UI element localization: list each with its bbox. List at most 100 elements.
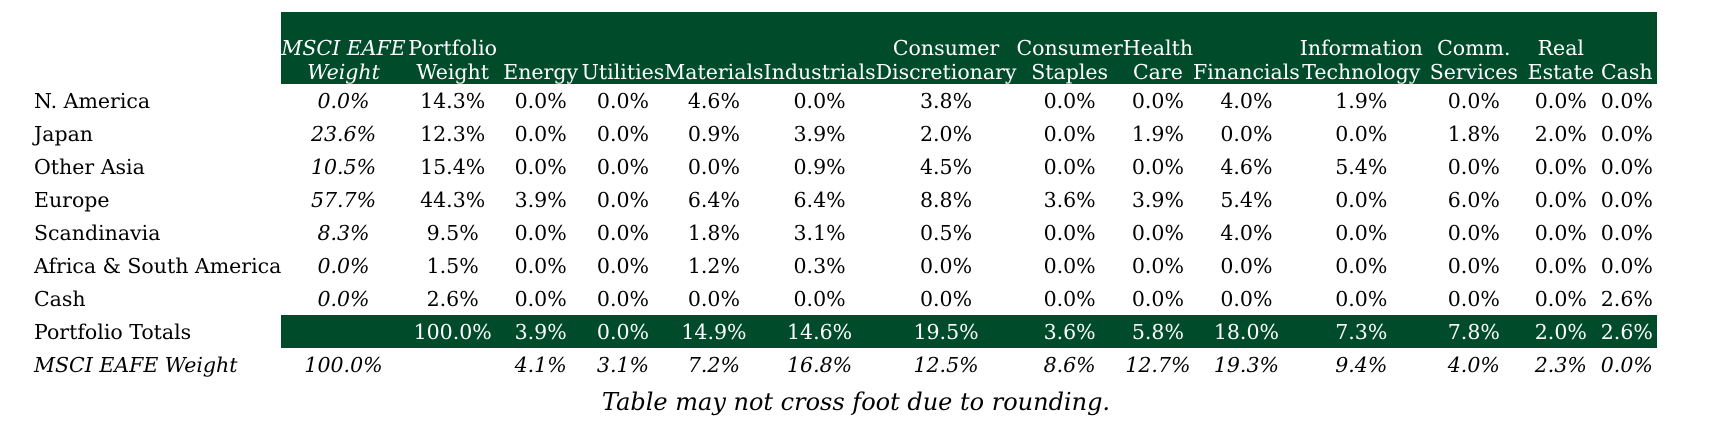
table-cell: 0.0% <box>514 121 567 146</box>
table-cell: 0.0% <box>1600 154 1653 179</box>
table-cell: 0.0% <box>514 286 567 311</box>
table-cell: 6.0% <box>1447 187 1500 212</box>
table-cell: 0.0% <box>596 253 650 278</box>
row-label: Portfolio Totals <box>28 315 282 348</box>
table-cell: 4.6% <box>1220 154 1273 179</box>
column-header: Information Technology <box>1299 12 1423 84</box>
column-header-line: Care <box>1132 60 1183 84</box>
table-cell: 0.5% <box>919 220 973 245</box>
table-cell: 3.1% <box>793 220 846 245</box>
column-header: Financials <box>1193 12 1300 84</box>
table-cell: 14.3% <box>420 88 486 113</box>
column-header: Health Care <box>1122 12 1194 84</box>
table-row: MSCI EAFE Weight 100.0% 4.1% 3.1% 7.2% 16.8% 1… <box>28 348 1657 381</box>
table-cell: 8.6% <box>1043 352 1096 377</box>
table-cell: 5.8% <box>1122 315 1194 348</box>
table-cell: 14.6% <box>763 315 876 348</box>
table-cell: 57.7% <box>310 187 377 212</box>
table-cell: 1.2% <box>687 253 740 278</box>
table-cell: 2.0% <box>1534 121 1587 146</box>
column-header-line: Services <box>1429 60 1518 84</box>
table-cell: 3.6% <box>1043 187 1096 212</box>
column-header-line: Cash <box>1600 60 1653 84</box>
table-cell: 0.0% <box>687 154 740 179</box>
table-cell: 4.1% <box>514 352 567 377</box>
column-header-line: Materials <box>664 60 764 84</box>
column-header-line: Information <box>1299 36 1423 60</box>
row-label: N. America <box>34 88 151 113</box>
table-cell: 0.0% <box>581 315 665 348</box>
table-cell: 2.0% <box>919 121 973 146</box>
table-cell: 16.8% <box>787 352 853 377</box>
table-cell: 0.0% <box>1534 187 1587 212</box>
table-cell: 0.0% <box>793 88 846 113</box>
table-cell: 23.6% <box>310 121 377 146</box>
table-cell: 15.4% <box>420 154 486 179</box>
table-row: Africa & South America 0.0% 1.5% 0.0% 0.0% 1.… <box>28 249 1657 282</box>
table-cell: 4.5% <box>919 154 973 179</box>
table-cell: 3.8% <box>919 88 973 113</box>
header-corner-cell <box>28 12 281 84</box>
table-cell: 0.0% <box>514 253 567 278</box>
table-cell: 12.5% <box>913 352 979 377</box>
row-label: Africa & South America <box>34 253 282 278</box>
table-cell: 2.0% <box>1524 315 1597 348</box>
table-cell: 4.0% <box>1220 88 1273 113</box>
table-cell: 0.0% <box>596 187 650 212</box>
table-cell: 0.0% <box>1534 154 1587 179</box>
row-label: Cash <box>34 286 86 311</box>
table-cell: 9.5% <box>426 220 479 245</box>
table-cell: 18.0% <box>1193 315 1300 348</box>
table-cell: 0.0% <box>1600 88 1653 113</box>
table-cell: 0.0% <box>317 286 370 311</box>
table-cell: 0.0% <box>1534 286 1587 311</box>
table-cell: 8.8% <box>919 187 973 212</box>
table-cell: 12.3% <box>420 121 486 146</box>
column-header-line: Weight <box>307 60 380 84</box>
table-cell: 1.8% <box>687 220 740 245</box>
table-cell: 12.7% <box>1125 352 1191 377</box>
table-cell: 10.5% <box>310 154 377 179</box>
table-cell: 2.6% <box>1600 286 1653 311</box>
column-header: Consumer Staples <box>1016 12 1123 84</box>
table-cell: 0.0% <box>596 286 650 311</box>
table-cell: 0.0% <box>317 88 370 113</box>
table-cell: 0.0% <box>793 286 846 311</box>
table-cell: 0.0% <box>596 154 650 179</box>
table-cell: 0.0% <box>1600 352 1653 377</box>
table-row: Europe 57.7% 44.3% 3.9% 0.0% 6.4% 6.4% 8.8% 3.6%… <box>28 183 1657 216</box>
column-header: Materials <box>664 12 764 84</box>
table-cell: 0.0% <box>1600 220 1653 245</box>
table-cell: 0.0% <box>1447 286 1500 311</box>
table-cell: 0.0% <box>687 286 740 311</box>
table-cell: 1.9% <box>1335 88 1388 113</box>
table-cell: 2.6% <box>426 286 479 311</box>
column-header-line: Real <box>1537 36 1584 60</box>
table-cell: 7.3% <box>1299 315 1423 348</box>
table-cell: 0.9% <box>687 121 740 146</box>
row-label: Scandinavia <box>34 220 161 245</box>
table-cell: 1.9% <box>1131 121 1184 146</box>
table-cell: 0.0% <box>596 88 650 113</box>
column-header-line: Portfolio <box>408 36 498 60</box>
table-cell: 0.0% <box>1600 121 1653 146</box>
table-row: Other Asia 10.5% 15.4% 0.0% 0.0% 0.0% 0.9% 4.5%… <box>28 150 1657 183</box>
table-cell: 2.6% <box>1596 315 1657 348</box>
table-cell: 0.0% <box>514 220 567 245</box>
table-cell: 0.0% <box>919 253 973 278</box>
table-row: Japan 23.6% 12.3% 0.0% 0.0% 0.9% 3.9% 2.0% 0.0% 1… <box>28 117 1657 150</box>
row-label: MSCI EAFE Weight <box>34 352 238 377</box>
table-body: N. America 0.0% 14.3% 0.0% 0.0% 4.6% 0.0% 3.8% 0… <box>28 84 1657 381</box>
table-cell <box>281 315 406 348</box>
table-cell: 3.9% <box>499 315 582 348</box>
table-cell: 5.4% <box>1335 154 1388 179</box>
table-cell: 44.3% <box>420 187 486 212</box>
table-cell: 0.0% <box>919 286 973 311</box>
table-cell: 0.0% <box>1335 253 1388 278</box>
column-header-line: MSCI EAFE <box>281 36 406 60</box>
table-cell: 4.0% <box>1447 352 1500 377</box>
table-row: N. America 0.0% 14.3% 0.0% 0.0% 4.6% 0.0% 3.8% 0… <box>28 84 1657 117</box>
table-cell: 0.0% <box>1131 286 1184 311</box>
table-cell: 0.0% <box>514 88 567 113</box>
column-header: Real Estate <box>1524 12 1597 84</box>
